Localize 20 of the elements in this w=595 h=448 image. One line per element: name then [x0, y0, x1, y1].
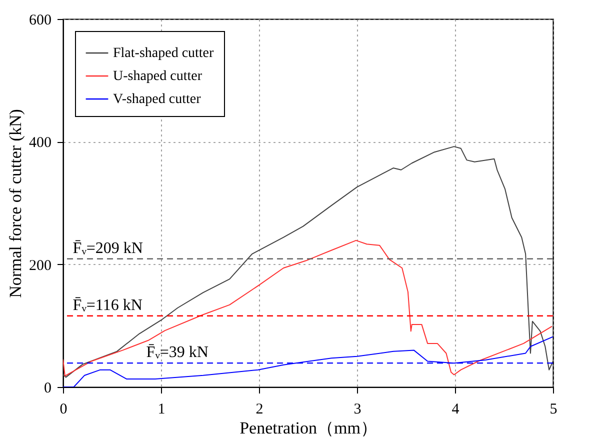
- legend-label: Flat-shaped cutter: [113, 46, 214, 61]
- ref-line-label: F̄ᵥ=116 kN: [72, 296, 143, 314]
- y-axis-title: Normal force of cutter (kN): [6, 109, 25, 298]
- legend-label: V-shaped cutter: [113, 92, 202, 107]
- x-tick-label: 2: [256, 402, 264, 418]
- x-tick-label: 3: [354, 402, 362, 418]
- x-tick-label: 4: [452, 402, 460, 418]
- y-tick-label: 600: [29, 12, 52, 28]
- x-axis-title: Penetration（mm）: [240, 418, 378, 438]
- y-tick-label: 200: [29, 258, 52, 274]
- ref-line-label: F̄ᵥ=209 kN: [72, 240, 144, 257]
- x-tick-label: 5: [550, 402, 558, 418]
- x-tick-label: 1: [158, 402, 166, 418]
- line-series: [63, 146, 553, 378]
- y-tick-label: 0: [44, 380, 52, 396]
- y-tick-label: 400: [29, 135, 52, 152]
- line-series: [63, 240, 553, 376]
- ref-line-label: F̄ᵥ=39 kN: [146, 344, 209, 362]
- legend-label: U-shaped cutter: [113, 69, 202, 84]
- x-tick-label: 0: [60, 402, 68, 418]
